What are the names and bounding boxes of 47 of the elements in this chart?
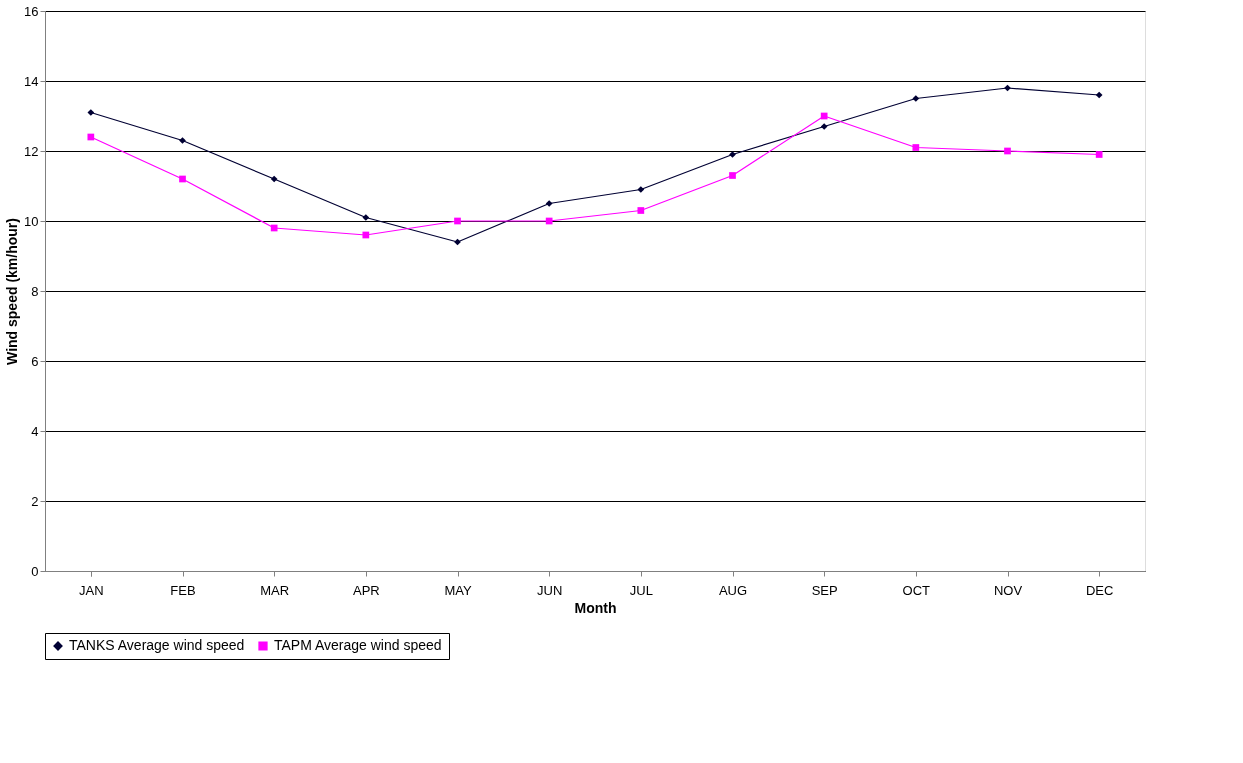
x-tick-label: MAY — [444, 582, 472, 598]
y-tick-label: 0 — [31, 563, 39, 579]
y-tick-label: 10 — [24, 213, 39, 229]
point — [820, 112, 828, 120]
y-tick-label: 2 — [31, 493, 39, 509]
point — [912, 95, 920, 102]
point — [1004, 147, 1011, 155]
x-tick-label: AUG — [718, 582, 748, 598]
point — [545, 217, 553, 225]
x-tick-label: JAN — [79, 582, 104, 598]
x-tick-label: OCT — [902, 582, 931, 598]
y-tick-label: 16 — [24, 3, 39, 19]
point — [1095, 151, 1103, 158]
y-axis-title: Wind speed (km/hour) — [4, 218, 21, 365]
point — [362, 231, 370, 239]
x-tick-label: JUN — [537, 582, 563, 598]
x-axis-title: Month — [574, 599, 617, 616]
y-tick-label: 8 — [31, 283, 39, 299]
x-tick-label: NOV — [993, 582, 1023, 598]
point — [545, 200, 553, 207]
y-tick-label: 14 — [24, 73, 39, 89]
point — [87, 133, 95, 141]
point — [637, 207, 645, 214]
point — [179, 137, 186, 144]
x-tick-label: JUL — [629, 582, 653, 598]
x-tick-label: DEC — [1085, 582, 1114, 598]
point — [179, 175, 186, 183]
point — [1095, 91, 1103, 99]
legend-label: TAPM Average wind speed — [274, 637, 442, 653]
point — [729, 172, 736, 179]
point — [270, 224, 278, 232]
y-tick-label: 4 — [31, 423, 39, 439]
x-tick-label: MAR — [260, 582, 290, 598]
point — [362, 214, 370, 221]
point — [87, 109, 95, 116]
y-tick-label: 12 — [24, 143, 39, 159]
point — [820, 123, 828, 130]
x-tick-label: SEP — [811, 582, 838, 598]
point — [912, 144, 920, 151]
x-tick-label: APR — [352, 582, 380, 598]
legend-label: TANKS Average wind speed — [69, 637, 245, 653]
x-tick-label: FEB — [170, 582, 196, 598]
y-tick-label: 6 — [31, 353, 39, 369]
point — [270, 175, 278, 183]
point — [637, 186, 645, 193]
point — [454, 217, 461, 225]
point — [729, 151, 736, 158]
